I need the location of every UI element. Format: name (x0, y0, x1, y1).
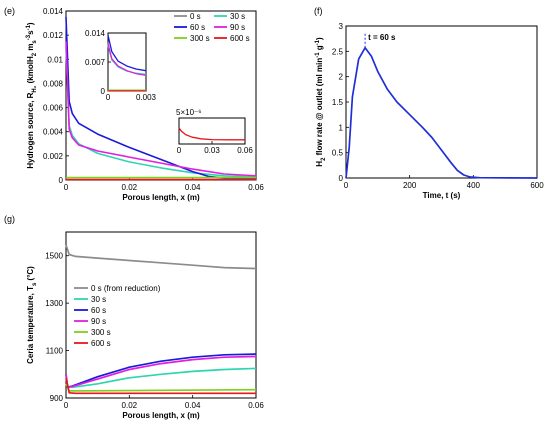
e-y-tick-label: 0.012 (43, 31, 64, 40)
g-legend-label: 600 s (91, 339, 111, 348)
e-inset-1: 0 0.003 0 0.007 0.014 (85, 29, 157, 102)
g-x-axis-label: Porous length, x (m) (122, 411, 200, 420)
g-legend-label: 60 s (91, 306, 106, 315)
g-y-tick-label: 1100 (46, 347, 64, 356)
e-legend-label: 0 s (190, 12, 201, 21)
e-legend-label: 30 s (230, 12, 245, 21)
f-y-tick-label: 3 (339, 22, 344, 31)
f-y-tick-label: 0 (339, 174, 344, 183)
e-x-tick-label: 0.06 (248, 183, 264, 192)
g-series-line-1 (65, 244, 257, 270)
f-y-tick-label: 1 (339, 123, 344, 132)
g-legend-label: 0 s (from reduction) (91, 284, 161, 293)
e-y-tick-label: 0.01 (47, 55, 63, 64)
chart-h2-flow-rate: 0 200 400 600 0 0.5 1 1.5 2 2.5 3 Time, t (s) H2 flo… (315, 22, 544, 200)
e-inset1-x-tick-label: 0.003 (136, 93, 157, 102)
e-y-tick-label: 0.004 (43, 128, 64, 137)
f-y-tick-label: 2 (339, 73, 344, 82)
e-legend-label: 300 s (190, 34, 210, 43)
e-y-tick-label: 0 (59, 176, 64, 185)
panel-label-e: (e) (4, 6, 15, 16)
f-x-axis-label: Time, t (s) (423, 191, 461, 200)
g-legend-label: 90 s (91, 317, 106, 326)
f-annotation-label: t = 60 s (368, 33, 396, 42)
g-y-tick-label: 1300 (45, 299, 63, 308)
g-legend: 0 s (from reduction) 30 s 60 s 90 s 300 s 600… (74, 284, 161, 348)
e-inset2-x-tick-label: 0 (177, 146, 182, 155)
f-x-tick-label: 400 (467, 181, 481, 190)
e-y-axis-label: Hydrogen source, RH₂ (kmolH2 ms-3s-1) (26, 22, 38, 169)
e-inset2-x-tick-label: 0.06 (237, 146, 253, 155)
e-legend-label: 60 s (190, 23, 205, 32)
chart-hydrogen-source: 0 0.02 0.04 0.06 0 0.002 0.004 0.006 0.008 0.01 0.… (26, 7, 264, 202)
e-y-tick-label: 0.008 (43, 79, 64, 88)
e-y-tick-label: 0.014 (43, 7, 64, 16)
g-legend-label: 30 s (91, 295, 106, 304)
e-inset1-series-line-3 (107, 34, 147, 72)
f-y-tick-label: 2.5 (332, 47, 344, 56)
e-inset1-series-line-4 (107, 43, 147, 76)
g-legend-label: 300 s (91, 328, 111, 337)
f-frame (345, 25, 538, 179)
g-y-tick-label: 1500 (45, 252, 63, 261)
e-x-axis-label: Porous length, x (m) (122, 193, 200, 202)
e-inset1-y-tick-label: 0.007 (85, 58, 106, 67)
e-y-tick-label: 0.002 (43, 152, 64, 161)
g-frame (65, 231, 257, 399)
e-legend-label: 90 s (230, 23, 245, 32)
e-y-tick-label: 0.006 (43, 104, 64, 113)
e-inset2-x-tick-label: 0.03 (204, 146, 220, 155)
g-y-axis-label: Ceria temperature, Ts (°C) (26, 266, 38, 364)
e-inset1-y-tick-label: 0.014 (85, 29, 106, 38)
f-y-tick-label: 1.5 (332, 98, 344, 107)
f-y-tick-label: 0.5 (332, 149, 344, 158)
f-series-line-1 (345, 46, 538, 179)
g-x-tick-label: 0 (64, 401, 69, 410)
g-x-tick-label: 0.02 (122, 401, 138, 410)
f-x-tick-label: 600 (530, 181, 544, 190)
g-y-tick-label: 900 (50, 394, 64, 403)
e-legend-label: 600 s (230, 34, 250, 43)
g-series-line-4 (65, 355, 257, 389)
g-series-line-3 (65, 353, 257, 389)
g-x-tick-label: 0.06 (248, 401, 264, 410)
e-legend: 0 s 30 s 60 s 90 s 300 s 600 s (174, 12, 250, 43)
e-inset1-y-tick-label: 0 (101, 87, 106, 96)
e-inset1-x-tick-label: 0 (106, 93, 111, 102)
e-inset2-series-line-1 (178, 127, 245, 141)
e-series-line-3 (65, 16, 257, 180)
chart-ceria-temperature: 0 0.02 0.04 0.06 900 1100 1300 1500 Porous lengt… (26, 231, 264, 420)
e-x-tick-label: 0.02 (122, 183, 138, 192)
e-series-line-4 (65, 41, 257, 177)
panel-label-g: (g) (4, 214, 15, 224)
f-x-tick-label: 0 (344, 181, 349, 190)
e-x-tick-label: 0.04 (185, 183, 201, 192)
e-x-tick-label: 0 (64, 183, 69, 192)
g-x-tick-label: 0.04 (185, 401, 201, 410)
f-y-axis-label: H2 flow rate @ outlet (ml min-1 g-1) (315, 37, 327, 167)
e-series-line-2 (65, 47, 257, 178)
f-x-tick-label: 200 (403, 181, 417, 190)
e-inset-2: 0 0.03 0.06 5×10⁻⁶ (176, 108, 253, 155)
panel-label-f: (f) (314, 6, 323, 16)
g-series-line-6 (65, 377, 256, 395)
e-inset2-scale-label: 5×10⁻⁶ (176, 108, 202, 117)
